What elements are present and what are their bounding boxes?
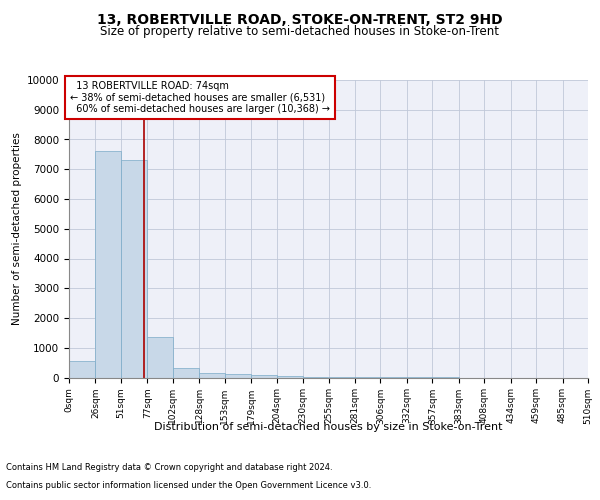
Bar [69,361,95,378]
Text: 13, ROBERTVILLE ROAD, STOKE-ON-TRENT, ST2 9HD: 13, ROBERTVILLE ROAD, STOKE-ON-TRENT, ST… [97,12,503,26]
Bar [199,373,224,378]
Bar [303,377,329,378]
Text: Contains HM Land Registry data © Crown copyright and database right 2024.: Contains HM Land Registry data © Crown c… [6,464,332,472]
Bar [148,338,173,378]
Bar [277,376,303,378]
Bar [224,374,251,378]
Y-axis label: Number of semi-detached properties: Number of semi-detached properties [13,132,22,325]
Text: 13 ROBERTVILLE ROAD: 74sqm
← 38% of semi-detached houses are smaller (6,531)
  6: 13 ROBERTVILLE ROAD: 74sqm ← 38% of semi… [70,80,330,114]
Text: Size of property relative to semi-detached houses in Stoke-on-Trent: Size of property relative to semi-detach… [101,25,499,38]
Bar [95,152,121,378]
Text: Contains public sector information licensed under the Open Government Licence v3: Contains public sector information licen… [6,481,371,490]
Bar [173,368,199,378]
Bar [121,160,148,378]
Bar [251,374,277,378]
Text: Distribution of semi-detached houses by size in Stoke-on-Trent: Distribution of semi-detached houses by … [154,422,502,432]
